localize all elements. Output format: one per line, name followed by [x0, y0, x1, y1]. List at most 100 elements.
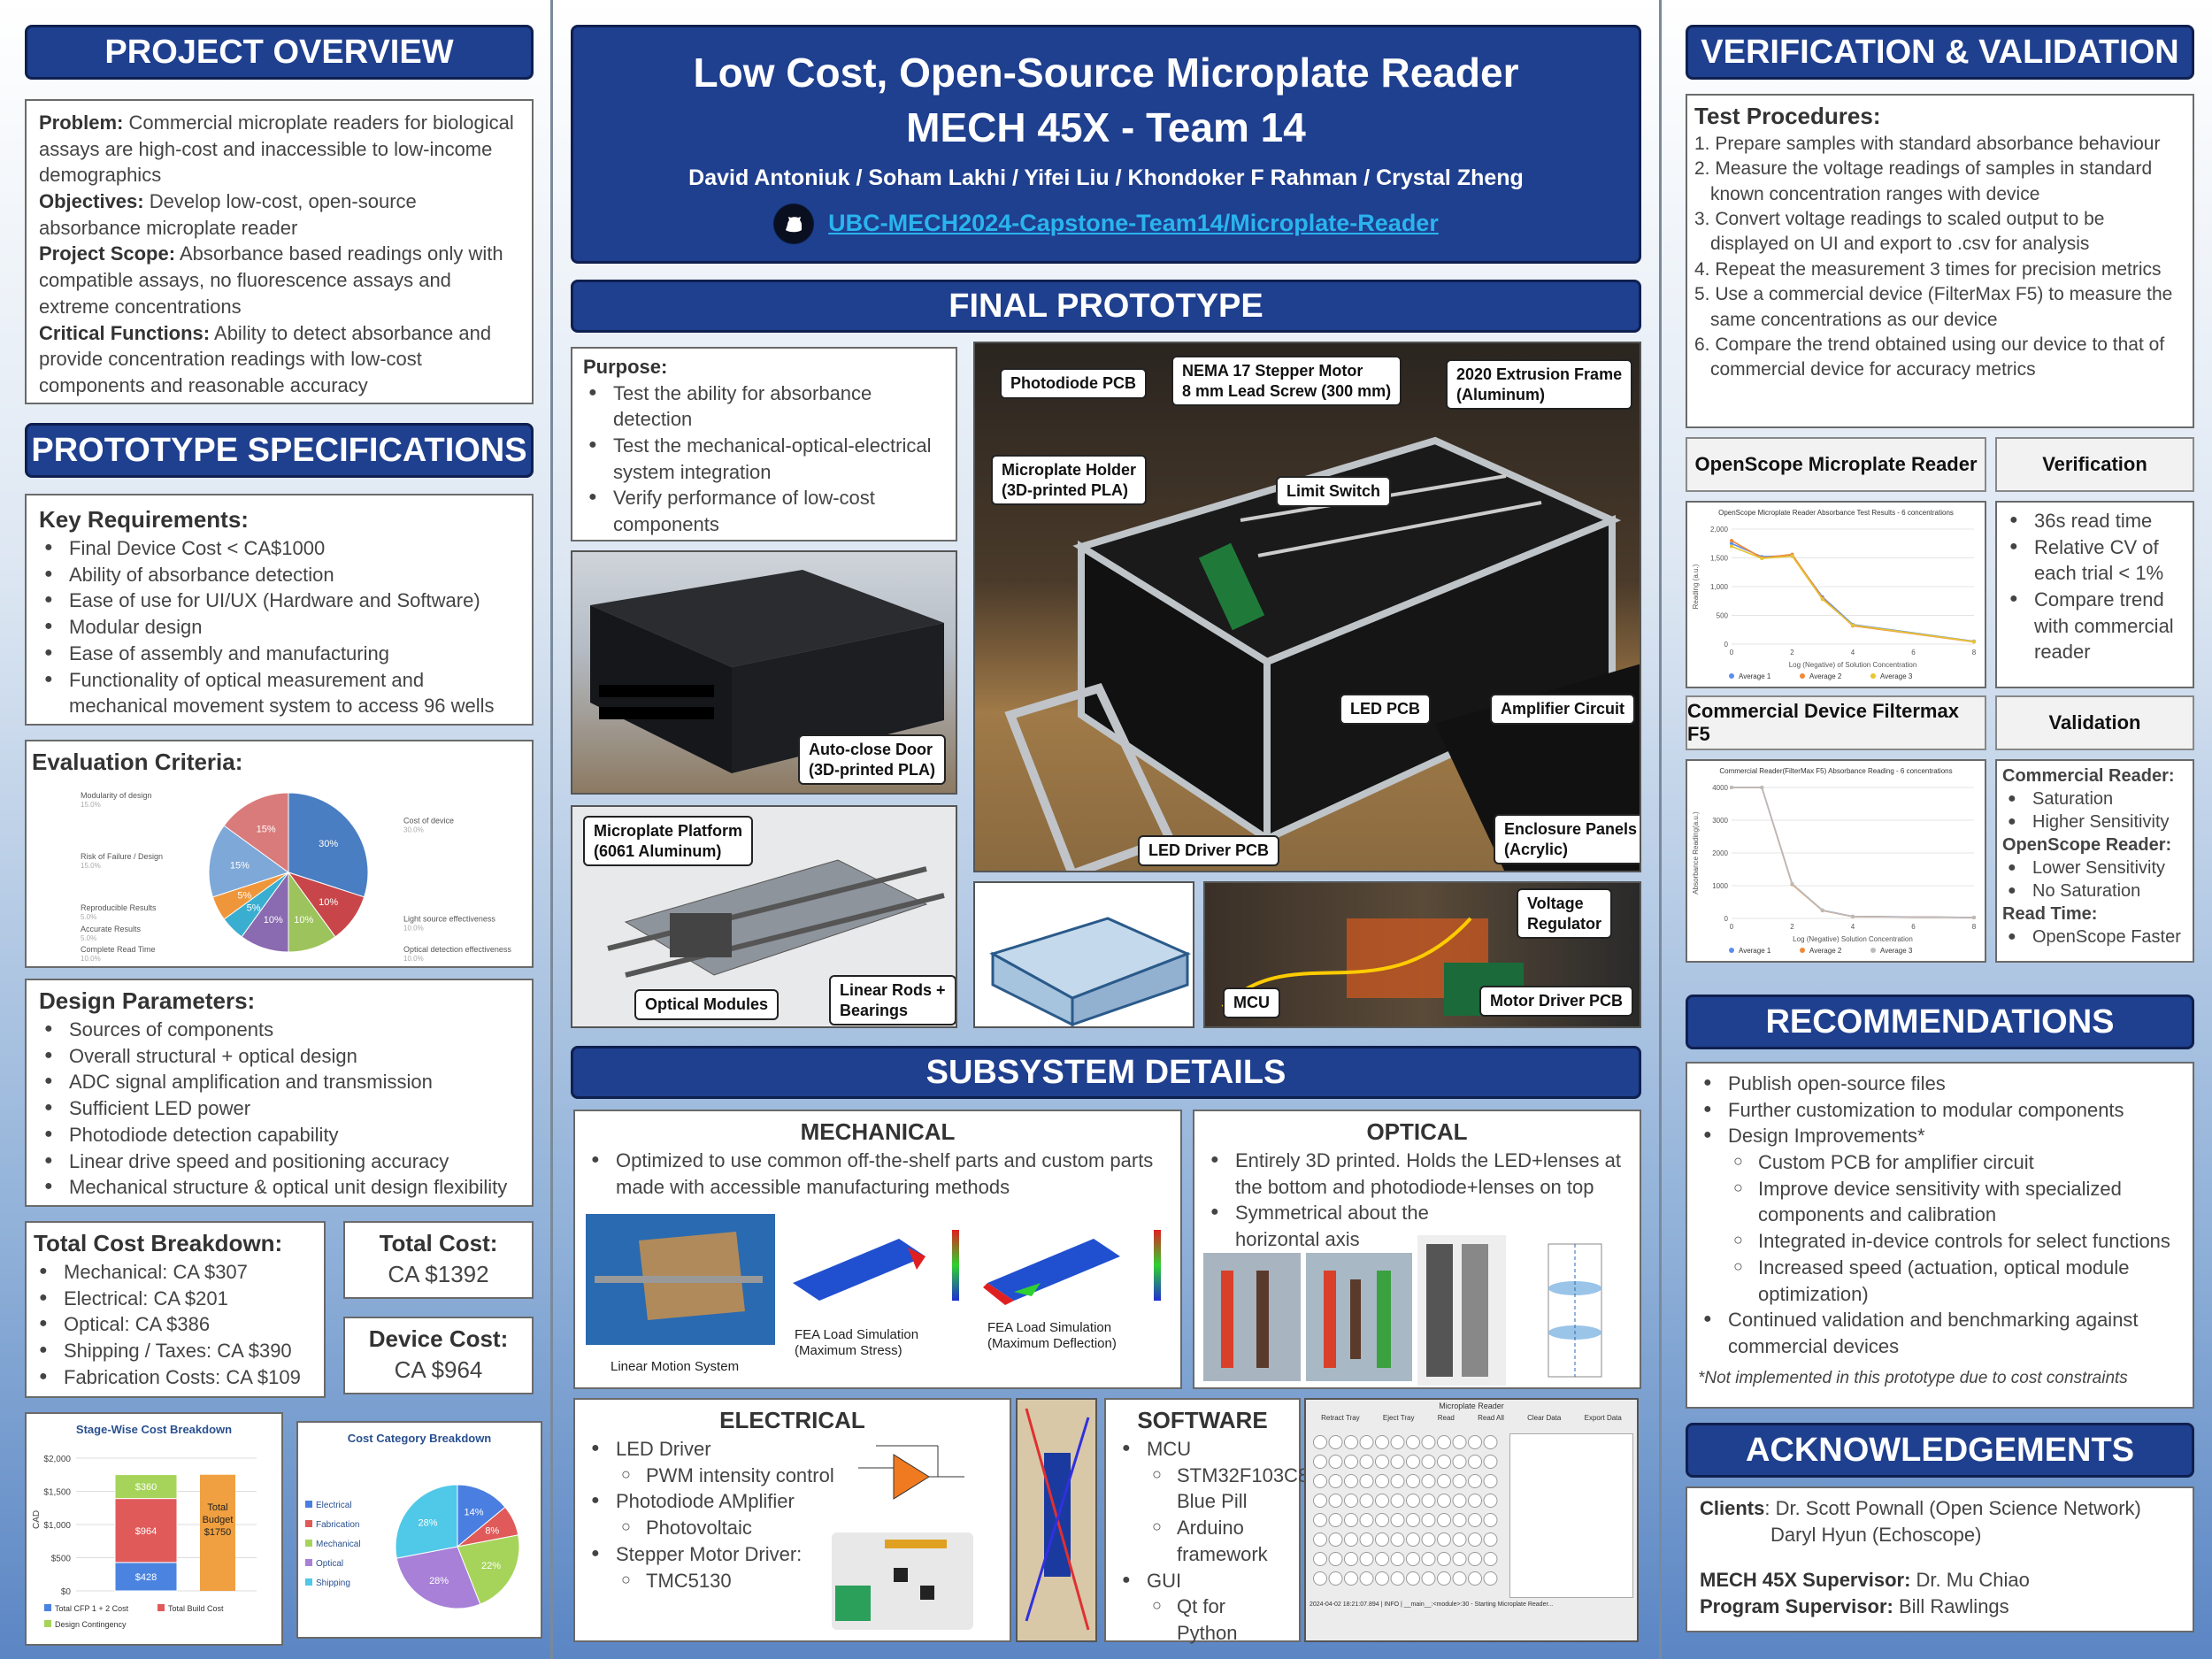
- list-item: Compare trend with commercial reader: [2004, 587, 2185, 665]
- list-item: Arduino framework: [1147, 1515, 1288, 1567]
- y-tick-label: 0: [1724, 915, 1729, 923]
- repo-link[interactable]: UBC-MECH2024-Capstone-Team14/Microplate-…: [828, 210, 1439, 236]
- gui-status-bar: 2024-04-02 18:21:07.894 | INFO | __main_…: [1310, 1601, 1554, 1608]
- optical-parts-drawing-1: [1221, 1271, 1269, 1368]
- list-item: Modular design: [39, 614, 519, 641]
- well: [1313, 1532, 1327, 1547]
- well: [1313, 1474, 1327, 1488]
- list-item: Mechanical structure & optical unit desi…: [39, 1174, 519, 1201]
- well: [1359, 1474, 1374, 1488]
- well: [1344, 1532, 1358, 1547]
- optical-cad-drawing: [1426, 1244, 1488, 1377]
- x-tick-label: 6: [1911, 923, 1916, 931]
- well: [1437, 1455, 1451, 1469]
- legend-label: Complete Read Time: [81, 945, 156, 954]
- list-item: Functionality of optical measurement and…: [39, 667, 519, 719]
- gui-eject-button[interactable]: Eject Tray: [1382, 1414, 1415, 1422]
- well: [1359, 1552, 1374, 1566]
- subsystem-details-header: SUBSYSTEM DETAILS: [571, 1046, 1641, 1099]
- recommendations-list: Publish open-source files Further custom…: [1698, 1071, 2182, 1360]
- well: [1406, 1474, 1420, 1488]
- device-cost-box: Device Cost: CA $964: [343, 1317, 534, 1394]
- data-point: [1790, 881, 1794, 886]
- list-item: Ease of assembly and manufacturing: [39, 641, 519, 667]
- list-item: Shipping / Taxes: CA $390: [34, 1338, 317, 1364]
- list-item: Entirely 3D printed. Holds the LED+lense…: [1205, 1148, 1629, 1200]
- list-item: Saturation: [2002, 787, 2187, 810]
- callout-amplifier-circuit: Amplifier Circuit: [1490, 694, 1636, 725]
- authors: David Antoniuk / Soham Lakhi / Yifei Liu…: [688, 165, 1524, 190]
- legend-label: Accurate Results: [81, 925, 142, 933]
- gui-retract-button[interactable]: Retract Tray: [1321, 1414, 1360, 1422]
- callout-mcu: MCU: [1223, 987, 1280, 1018]
- list-item: Fabrication Costs: CA $109: [34, 1364, 317, 1391]
- callout-nema-motor: NEMA 17 Stepper Motor 8 mm Lead Screw (30…: [1171, 356, 1402, 406]
- prototype-specs-header: PROTOTYPE SPECIFICATIONS: [25, 423, 534, 478]
- list-item: GUI Qt for Python: [1117, 1568, 1288, 1647]
- gui-read-button[interactable]: Read: [1437, 1414, 1455, 1422]
- well: [1375, 1494, 1389, 1508]
- legend-label: Cost of device: [403, 816, 454, 825]
- optical-parts-drawing-2: [1324, 1271, 1391, 1368]
- well: [1483, 1513, 1498, 1527]
- amplifier-schematic: [858, 1445, 964, 1500]
- commercial-header: Commercial Device Filtermax F5: [1686, 695, 1986, 750]
- well: [1375, 1571, 1389, 1586]
- mechanical-title: MECHANICAL: [800, 1118, 956, 1145]
- gui-read-all-button[interactable]: Read All: [1478, 1414, 1504, 1422]
- callout-led-driver: LED Driver PCB: [1138, 835, 1280, 866]
- budget-annotation: $1750: [204, 1527, 232, 1538]
- bar-label: $428: [135, 1572, 157, 1583]
- optical-title: OPTICAL: [1366, 1118, 1468, 1145]
- well: [1421, 1474, 1436, 1488]
- legend-value: 15.0%: [81, 801, 101, 809]
- gui-clear-button[interactable]: Clear Data: [1527, 1414, 1562, 1422]
- well: [1483, 1532, 1498, 1547]
- data-point: [1760, 786, 1764, 789]
- list-item: Optical: CA $386: [34, 1311, 317, 1338]
- purpose-box: Purpose: Test the ability for absorbance…: [571, 347, 957, 541]
- optical-parts-photo-2: [1306, 1253, 1412, 1381]
- commercial-chart-box: Commercial Reader(FilterMax F5) Absorban…: [1686, 759, 1986, 963]
- optical-list: Entirely 3D printed. Holds the LED+lense…: [1205, 1148, 1629, 1253]
- gui-export-button[interactable]: Export Data: [1584, 1414, 1622, 1422]
- validation-box: Commercial Reader: SaturationHigher Sens…: [1995, 759, 2194, 963]
- pie-slice: [457, 1484, 506, 1548]
- well: [1313, 1494, 1327, 1508]
- legend-swatch: [305, 1501, 312, 1508]
- well: [1483, 1455, 1498, 1469]
- y-tick-label: 3000: [1712, 817, 1728, 825]
- list-item: OpenScope Faster: [2002, 926, 2187, 949]
- openscope-chart-box: OpenScope Microplate Reader Absorbance T…: [1686, 501, 1986, 688]
- callout-led-pcb: LED PCB: [1340, 694, 1432, 725]
- legend-label: Optical: [316, 1559, 343, 1569]
- well: [1468, 1552, 1482, 1566]
- legend-label: Total CFP 1 + 2 Cost: [55, 1604, 129, 1613]
- design-parameters-list: Sources of components Overall structural…: [39, 1017, 519, 1201]
- pie-slice: [208, 825, 290, 898]
- total-cost-value: CA $1392: [388, 1261, 489, 1288]
- list-item: Continued validation and benchmarking ag…: [1698, 1307, 2182, 1359]
- data-point: [1730, 786, 1733, 789]
- x-tick-label: 8: [1972, 649, 1977, 657]
- well: [1390, 1435, 1405, 1449]
- legend-label: Modularity of design: [81, 791, 152, 800]
- list-item: Overall structural + optical design: [39, 1043, 519, 1070]
- validation-subheader: Validation: [1995, 695, 2194, 750]
- y-tick-label: 1000: [1712, 882, 1728, 890]
- list-item: ADC signal amplification and transmissio…: [39, 1069, 519, 1095]
- chart-title: Commercial Reader(FilterMax F5) Absorban…: [1719, 767, 1952, 775]
- legend-label: Electrical: [316, 1501, 352, 1510]
- budget-annotation: Total: [207, 1502, 227, 1513]
- well: [1483, 1474, 1498, 1488]
- well: [1375, 1455, 1389, 1469]
- optical-schematic-drawing: [1548, 1243, 1602, 1378]
- procedure-step: 3. Convert voltage readings to scaled ou…: [1694, 209, 2105, 255]
- poster-subtitle: MECH 45X - Team 14: [906, 104, 1306, 150]
- list-item: TMC5130: [616, 1568, 999, 1594]
- callout-microplate-holder: Microplate Holder (3D-printed PLA): [991, 455, 1148, 505]
- legend-label: Reproducible Results: [81, 903, 157, 912]
- series-line: [1731, 545, 1975, 642]
- well: [1390, 1571, 1405, 1586]
- pie-slice-label: 22%: [481, 1561, 501, 1571]
